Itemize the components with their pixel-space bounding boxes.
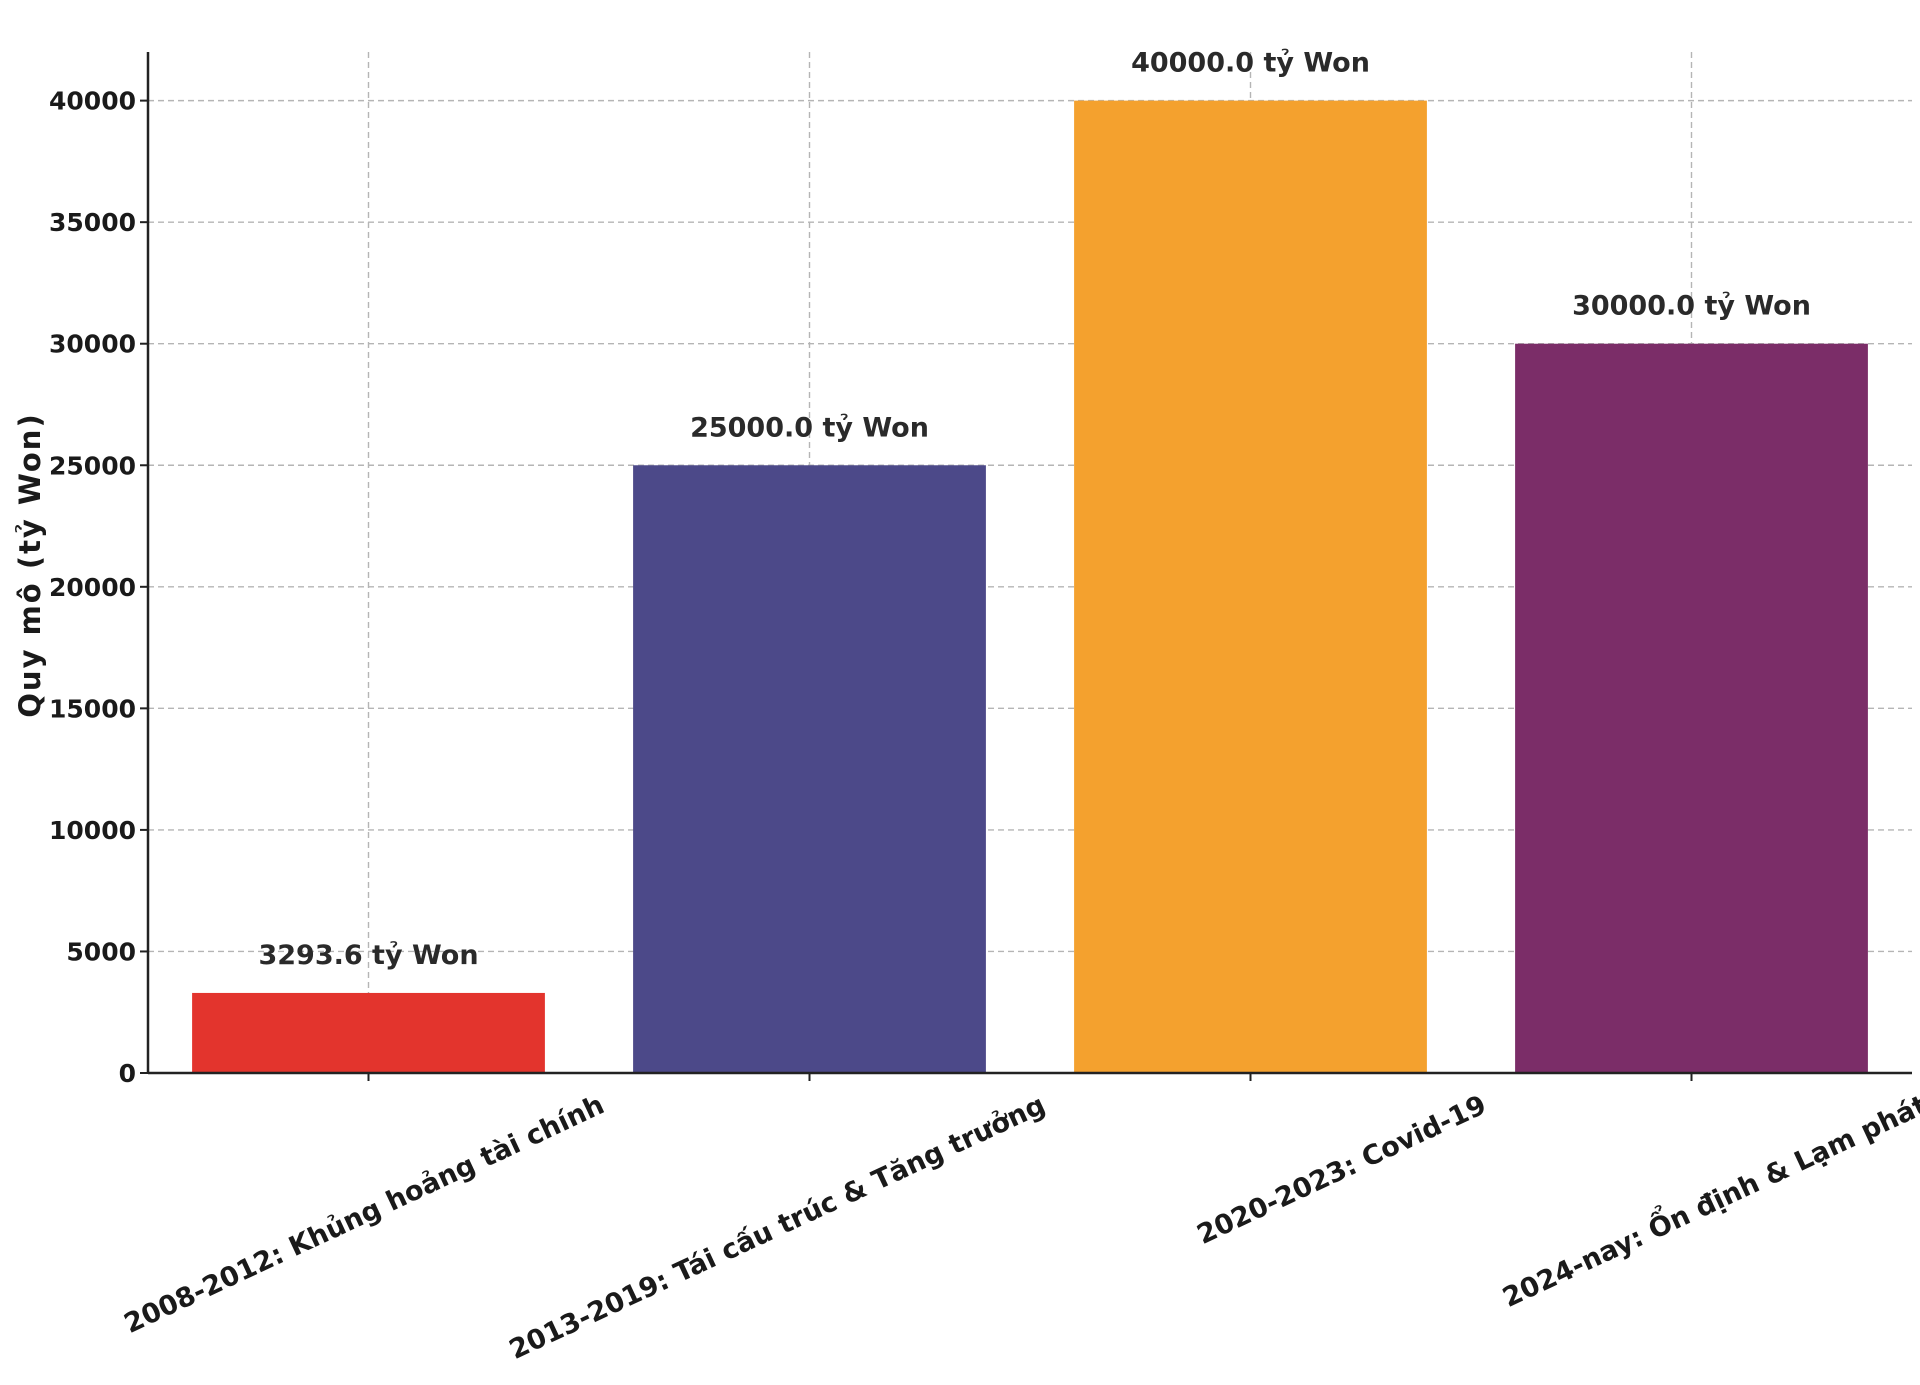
y-tick-label: 35000 [49,208,136,237]
y-tick-label: 15000 [49,694,136,723]
data-label: 3293.6 tỷ Won [258,940,478,971]
data-label: 25000.0 tỷ Won [690,412,929,443]
x-category-label: 2024-nay: Ổn định & Lạm phát [1495,1083,1920,1314]
data-label: 30000.0 tỷ Won [1572,291,1811,322]
x-category-label: 2008-2012: Khủng hoảng tài chính [120,1090,610,1340]
y-tick-label: 20000 [49,573,136,602]
y-tick-label: 5000 [66,937,136,966]
bar-4 [1515,343,1868,1073]
bar-1 [192,992,545,1073]
y-tick-label: 0 [119,1059,136,1088]
bar-3 [1074,100,1427,1074]
data-label: 40000.0 tỷ Won [1131,48,1370,79]
y-tick-label: 40000 [49,87,136,116]
y-tick-label: 10000 [49,816,136,845]
bar-2 [633,465,986,1073]
y-tick-label: 30000 [49,330,136,359]
y-axis-title: Quy mô (tỷ Won) [13,412,47,717]
bar-layer [192,100,1868,1074]
x-category-label: 2020-2023: Covid-19 [1192,1090,1491,1251]
y-tick-label: 25000 [49,451,136,480]
x-category-label: 2013-2019: Tái cấu trúc & Tăng trưởng [505,1090,1050,1366]
axis-layer [140,52,1912,1081]
